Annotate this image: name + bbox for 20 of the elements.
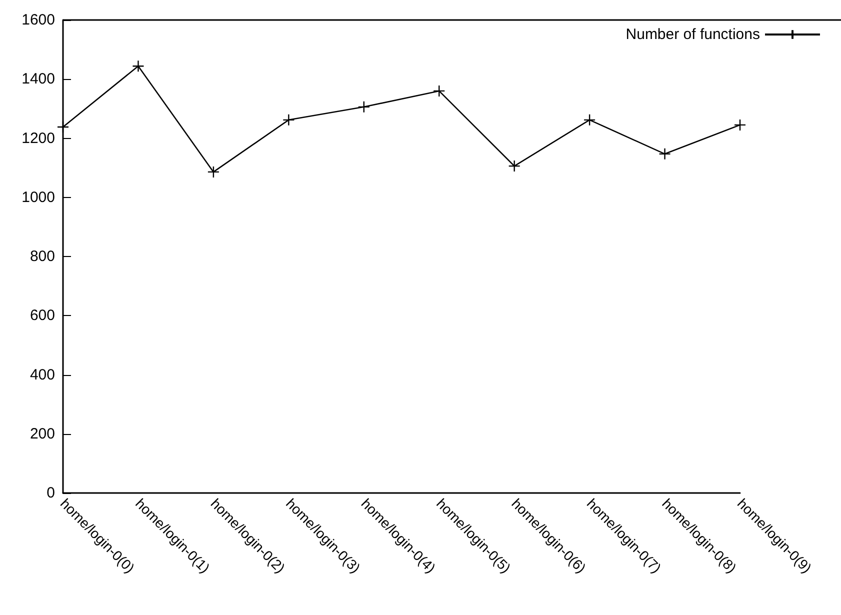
point <box>358 100 370 114</box>
point <box>132 60 144 72</box>
y-tick-label: 1400 <box>22 70 55 88</box>
point <box>282 114 295 126</box>
y-tick-label: 600 <box>30 307 55 324</box>
y-tick-label: 1200 <box>22 130 55 147</box>
y-tick-label: 800 <box>30 248 55 265</box>
point <box>658 148 671 160</box>
point <box>508 160 520 172</box>
y-tick-label: 200 <box>30 425 55 442</box>
y-tick-label: 400 <box>30 366 55 384</box>
point <box>433 84 446 98</box>
y-tick-label: 0 <box>46 484 55 502</box>
point <box>207 166 220 178</box>
y-tick-label: 1600 <box>22 12 55 28</box>
point <box>734 118 746 132</box>
y-tick-label: 1000 <box>22 188 55 206</box>
point <box>583 114 596 126</box>
point <box>56 120 70 134</box>
legend-label: Number of functions <box>626 26 760 43</box>
